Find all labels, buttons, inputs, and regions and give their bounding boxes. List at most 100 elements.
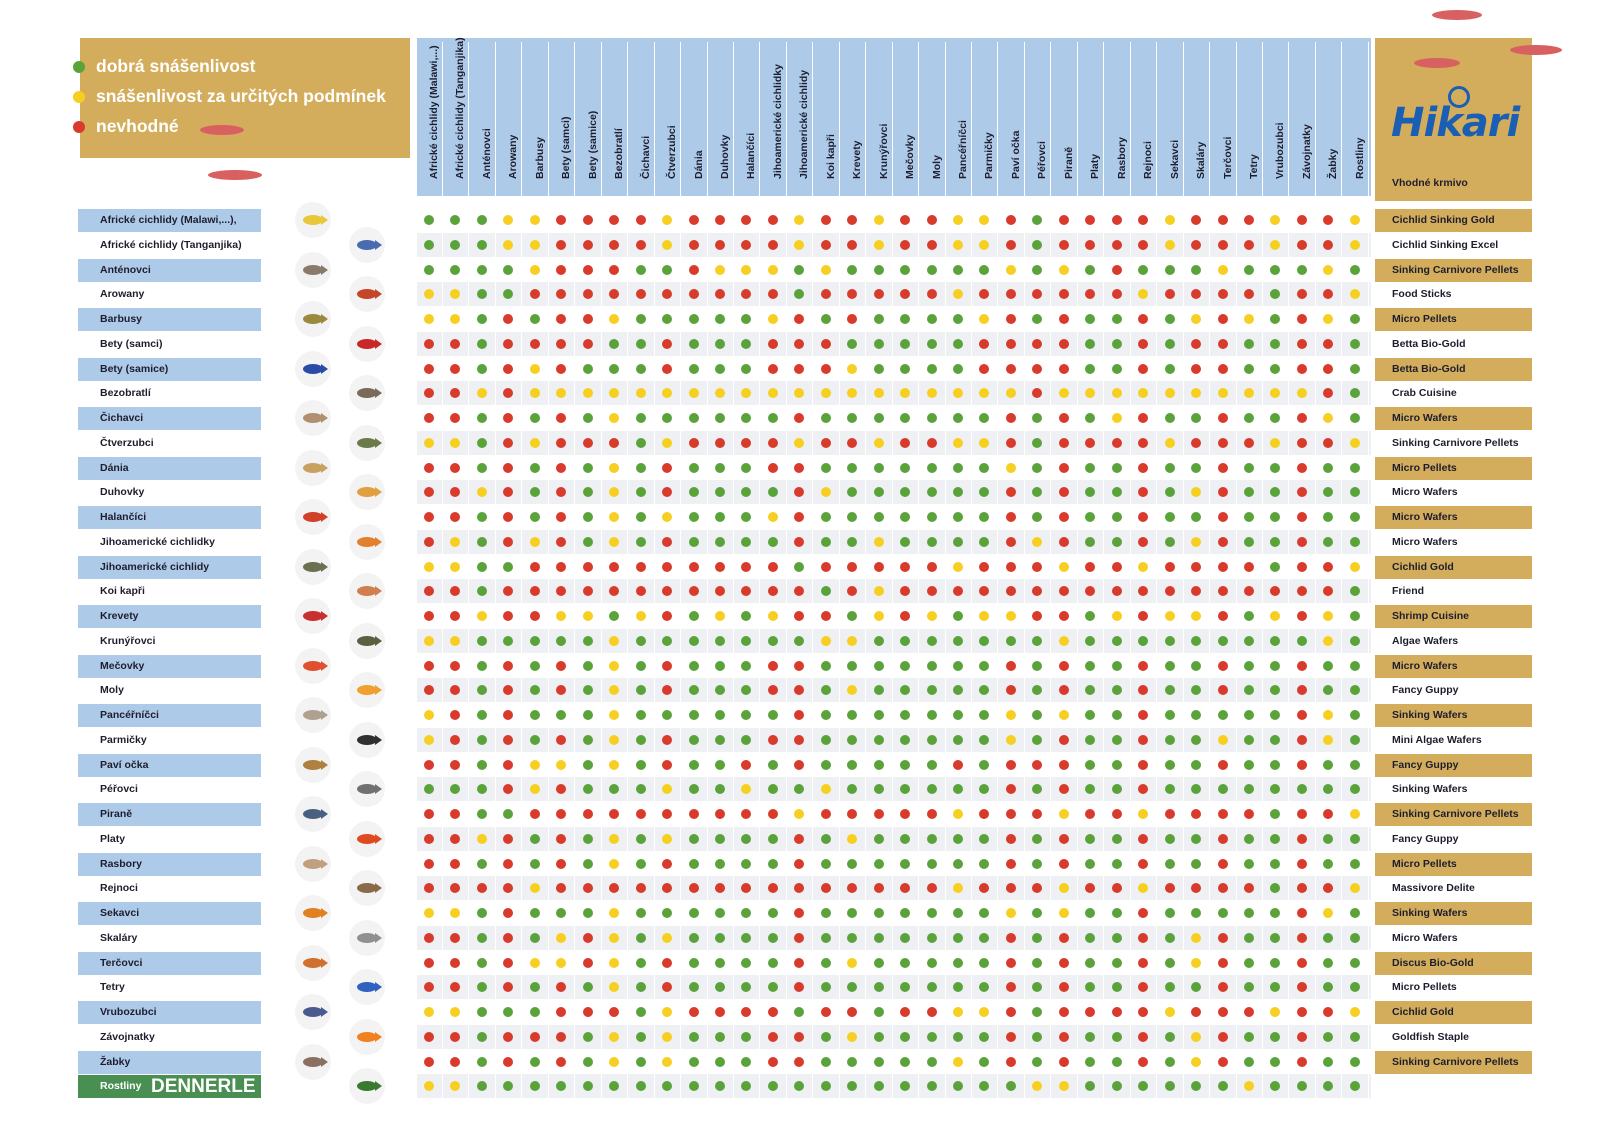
row-label: Anténovci	[78, 258, 261, 282]
compatibility-dot	[1111, 215, 1122, 225]
plants-brand-word: DENNERLE	[151, 1076, 256, 1098]
compatibility-dot	[767, 1081, 778, 1092]
fish-thumbnail-icon	[295, 400, 331, 436]
compatibility-dot	[1191, 858, 1202, 869]
compatibility-dot	[503, 388, 514, 399]
row-label-text: Čichavci	[100, 412, 144, 424]
compatibility-dot	[847, 437, 858, 448]
compatibility-dot	[1111, 264, 1122, 275]
compatibility-dot	[1005, 264, 1016, 275]
compatibility-dot	[582, 338, 593, 349]
compatibility-dot	[503, 809, 514, 819]
compatibility-dot	[556, 289, 567, 300]
compatibility-dot	[1032, 635, 1043, 646]
compatibility-dot	[741, 239, 752, 250]
compatibility-dot	[635, 338, 646, 349]
compatibility-dot	[767, 586, 778, 597]
compatibility-dot	[529, 338, 540, 349]
column-divider	[442, 42, 443, 1100]
decorative-fish-icon	[200, 125, 244, 135]
compatibility-dot	[1217, 413, 1228, 423]
compatibility-dot	[847, 908, 858, 918]
compatibility-dot	[953, 611, 963, 621]
compatibility-dot	[1085, 784, 1096, 795]
compatibility-dot	[503, 586, 514, 597]
compatibility-dot	[953, 833, 963, 844]
compatibility-dot	[424, 413, 434, 423]
compatibility-dot	[1349, 611, 1360, 621]
compatibility-dot	[1270, 536, 1281, 547]
compatibility-dot	[1191, 536, 1202, 547]
compatibility-dot	[635, 784, 646, 795]
compatibility-dot	[767, 685, 778, 696]
compatibility-dot	[1164, 289, 1175, 300]
compatibility-dot	[662, 734, 673, 745]
compatibility-dot	[847, 487, 858, 498]
compatibility-dot	[979, 512, 990, 522]
compatibility-dot	[1243, 635, 1254, 646]
compatibility-dot	[847, 314, 858, 324]
compatibility-dot	[926, 314, 937, 324]
compatibility-dot	[635, 858, 646, 869]
compatibility-dot	[1164, 1007, 1175, 1017]
compatibility-dot	[1349, 363, 1360, 374]
compatibility-dot	[503, 1081, 514, 1092]
row-label-text: Krunýřovci	[100, 634, 156, 647]
compatibility-dot	[450, 1031, 461, 1042]
compatibility-dot	[529, 363, 540, 374]
compatibility-dot	[741, 215, 752, 225]
compatibility-dot	[1349, 1007, 1360, 1017]
compatibility-dot	[635, 536, 646, 547]
compatibility-dot	[1085, 437, 1096, 448]
row-band	[417, 480, 1371, 505]
compatibility-dot	[767, 759, 778, 770]
compatibility-dot	[503, 264, 514, 275]
compatibility-dot	[1058, 759, 1069, 770]
compatibility-dot	[450, 858, 461, 869]
compatibility-dot	[1323, 1031, 1334, 1042]
compatibility-dot	[1270, 635, 1281, 646]
compatibility-dot	[900, 338, 911, 349]
column-header-label: Krunýřovci	[877, 123, 890, 179]
compatibility-dot	[450, 536, 461, 547]
fish-thumbnail-icon	[349, 1018, 385, 1055]
compatibility-dot	[1191, 1081, 1202, 1092]
compatibility-dot	[1085, 809, 1096, 819]
compatibility-dot	[873, 883, 884, 894]
compatibility-dot	[1005, 388, 1016, 399]
compatibility-dot	[1217, 289, 1228, 300]
compatibility-dot	[741, 536, 752, 547]
compatibility-dot	[1111, 487, 1122, 498]
compatibility-dot	[1005, 635, 1016, 646]
compatibility-dot	[767, 734, 778, 745]
row-label-text: Africké cichlidy (Tanganjika)	[100, 238, 242, 251]
compatibility-dot	[1005, 536, 1016, 547]
compatibility-dot	[1296, 1081, 1307, 1092]
compatibility-dot	[820, 363, 831, 374]
compatibility-dot	[1217, 1081, 1228, 1092]
compatibility-dot	[450, 363, 461, 374]
row-label: Rejnoci	[78, 877, 261, 900]
compatibility-dot	[476, 314, 487, 324]
compatibility-dot	[1164, 338, 1175, 349]
compatibility-dot	[635, 586, 646, 597]
legend: dobrá snášenlivost snášenlivost za určit…	[73, 38, 410, 158]
compatibility-dot	[1005, 759, 1016, 770]
compatibility-dot	[503, 239, 514, 250]
compatibility-dot	[953, 1031, 963, 1042]
compatibility-dot	[1191, 586, 1202, 597]
compatibility-dot	[450, 833, 461, 844]
compatibility-dot	[953, 512, 963, 522]
compatibility-dot	[556, 833, 567, 844]
food-recommendation: Micro Wafers	[1392, 931, 1458, 944]
row-label-text: Koi kapři	[100, 585, 145, 598]
compatibility-dot	[847, 413, 858, 423]
compatibility-dot	[1005, 784, 1016, 795]
compatibility-dot	[1217, 635, 1228, 646]
compatibility-dot	[979, 215, 990, 225]
compatibility-dot	[688, 660, 699, 671]
compatibility-dot	[1270, 462, 1281, 473]
compatibility-dot	[635, 462, 646, 473]
row-label: Tetry	[78, 976, 261, 999]
decorative-fish-icon	[208, 170, 262, 180]
